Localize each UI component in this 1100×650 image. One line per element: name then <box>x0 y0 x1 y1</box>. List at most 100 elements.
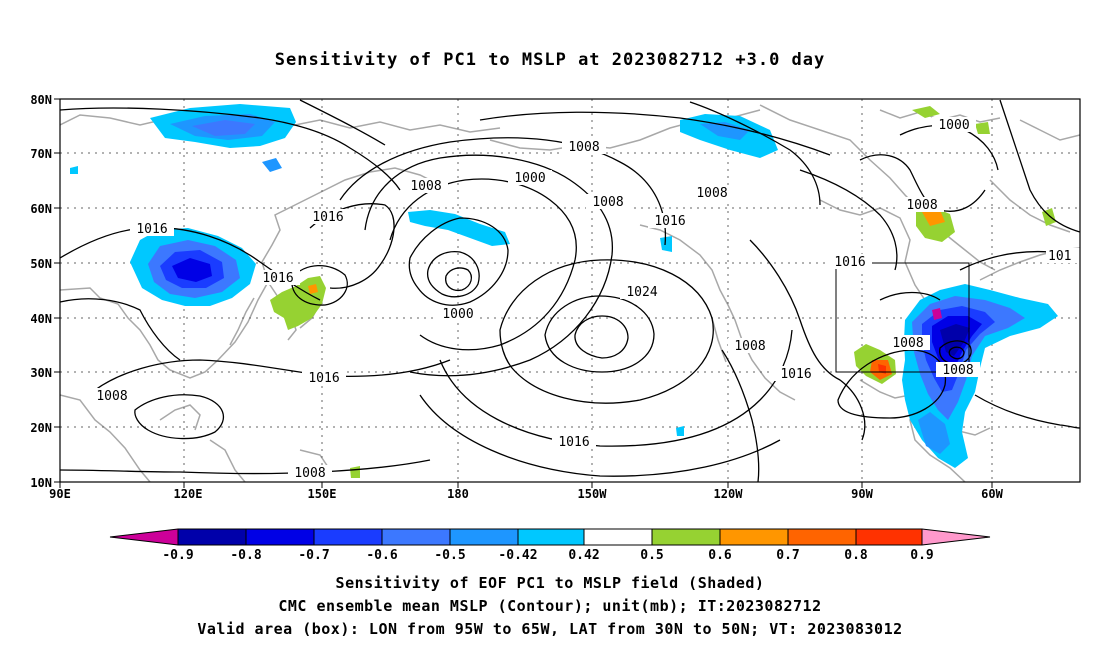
lon-label: 180 <box>447 487 469 501</box>
colorbar-swatch <box>856 529 922 545</box>
svg-text:1008: 1008 <box>592 195 623 210</box>
lon-axis <box>59 482 993 488</box>
colorbar-label: -0.8 <box>230 548 261 563</box>
colorbar-swatch <box>314 529 382 545</box>
colorbar-swatch <box>178 529 246 545</box>
shade-small-4 <box>676 426 684 436</box>
contour-label: 1008 <box>900 197 944 213</box>
lon-label: 150E <box>308 487 337 501</box>
svg-text:1000: 1000 <box>514 171 545 186</box>
shade-small-3 <box>660 236 672 252</box>
caption-line-3: Valid area (box): LON from 95W to 65W, L… <box>197 620 903 638</box>
colorbar-label: 0.42 <box>568 548 599 563</box>
shade-pacific-north <box>408 210 510 246</box>
contour-label: 1000 <box>932 117 976 133</box>
contour-labels: 1008 1000 1008 1008 1016 1016 1016 1000 … <box>90 117 1080 481</box>
colorbar-label: 0.6 <box>708 548 732 563</box>
contour-label: 1016 <box>256 270 300 286</box>
lat-label: 80N <box>30 93 52 107</box>
shade-asia-core <box>172 258 212 282</box>
lat-label: 60N <box>30 202 52 216</box>
shade-atlantic-south <box>918 412 950 454</box>
contour-label: 1008 <box>936 362 980 378</box>
sensitivity-shading <box>70 104 1058 478</box>
lon-label: 90E <box>49 487 71 501</box>
contour-label: 1016 <box>302 370 346 386</box>
colorbar-label: -0.9 <box>162 548 193 563</box>
caption-line-2: CMC ensemble mean MSLP (Contour); unit(m… <box>278 597 822 615</box>
svg-text:1008: 1008 <box>942 363 973 378</box>
contour-label: 1008 <box>404 178 448 194</box>
shade-arctic-east-inner <box>700 122 750 140</box>
colorbar-swatch <box>720 529 788 545</box>
svg-text:1008: 1008 <box>892 336 923 351</box>
svg-text:1016: 1016 <box>834 255 865 270</box>
colorbar-swatch <box>450 529 518 545</box>
svg-text:1016: 1016 <box>780 367 811 382</box>
svg-text:101: 101 <box>1048 249 1071 264</box>
contour-label: 101 <box>1046 248 1080 264</box>
shade-small-2 <box>70 166 78 174</box>
contour-label: 1008 <box>586 194 630 210</box>
svg-text:1008: 1008 <box>96 389 127 404</box>
shade-small-1 <box>262 158 282 172</box>
svg-text:1008: 1008 <box>410 179 441 194</box>
colorbar-high-tri <box>922 529 990 545</box>
colorbar-label: 0.8 <box>844 548 868 563</box>
shade-green-arctic-e <box>912 106 940 118</box>
colorbar-swatch <box>584 529 652 545</box>
lat-label: 40N <box>30 312 52 326</box>
colorbar-swatch <box>382 529 450 545</box>
contour-label: 1000 <box>508 170 552 186</box>
colorbar-label: 0.9 <box>910 548 933 563</box>
contour-label: 1008 <box>288 465 332 481</box>
svg-text:1000: 1000 <box>442 307 473 322</box>
svg-text:1008: 1008 <box>906 198 937 213</box>
colorbar-low-tri <box>110 529 178 545</box>
lat-label: 30N <box>30 366 52 380</box>
shade-magenta-core <box>932 308 942 320</box>
svg-text:1008: 1008 <box>696 186 727 201</box>
contour-label: 1008 <box>886 335 930 351</box>
valid-area-box <box>835 262 970 373</box>
shade-green-arctic-e2 <box>975 122 990 134</box>
contour-label: 1008 <box>690 185 734 201</box>
svg-text:1000: 1000 <box>938 118 969 133</box>
colorbar-label: 0.5 <box>640 548 663 563</box>
colorbar-swatch <box>652 529 720 545</box>
colorbar-swatch <box>518 529 584 545</box>
svg-text:1016: 1016 <box>136 222 167 237</box>
colorbar-label: 0.7 <box>776 548 799 563</box>
caption-line-1: Sensitivity of EOF PC1 to MSLP field (Sh… <box>335 574 765 592</box>
lat-label: 20N <box>30 421 52 435</box>
svg-text:1016: 1016 <box>558 435 589 450</box>
colorbar-label: -0.6 <box>366 548 397 563</box>
lon-label: 150W <box>578 487 608 501</box>
svg-text:1024: 1024 <box>626 285 657 300</box>
colorbar-label: -0.42 <box>498 548 537 563</box>
lat-label: 70N <box>30 147 52 161</box>
colorbar: -0.9 -0.8 -0.7 -0.6 -0.5 -0.42 0.42 0.5 … <box>109 528 991 563</box>
contour-label: 1016 <box>552 434 596 450</box>
lat-axis <box>54 98 60 483</box>
svg-text:1008: 1008 <box>294 466 325 481</box>
map-border <box>59 98 1081 483</box>
lon-label: 120E <box>174 487 203 501</box>
shade-orange-canada <box>922 210 945 226</box>
colorbar-swatch <box>788 529 856 545</box>
contour-label: 1000 <box>436 306 480 322</box>
contour-label: 1024 <box>620 284 664 300</box>
contour-label: 1008 <box>728 338 772 354</box>
contour-label: 1016 <box>306 209 350 225</box>
contour-label: 1008 <box>90 388 134 404</box>
svg-text:1016: 1016 <box>654 214 685 229</box>
svg-text:1008: 1008 <box>734 339 765 354</box>
lon-label: 90W <box>851 487 873 501</box>
svg-text:1016: 1016 <box>308 371 339 386</box>
svg-text:1008: 1008 <box>568 140 599 155</box>
svg-text:1016: 1016 <box>262 271 293 286</box>
chart-title: Sensitivity of PC1 to MSLP at 2023082712… <box>274 50 826 70</box>
lon-labels: 90E 120E 150E 180 150W 120W 90W 60W <box>49 487 1003 501</box>
shade-orange-japan <box>308 284 318 294</box>
